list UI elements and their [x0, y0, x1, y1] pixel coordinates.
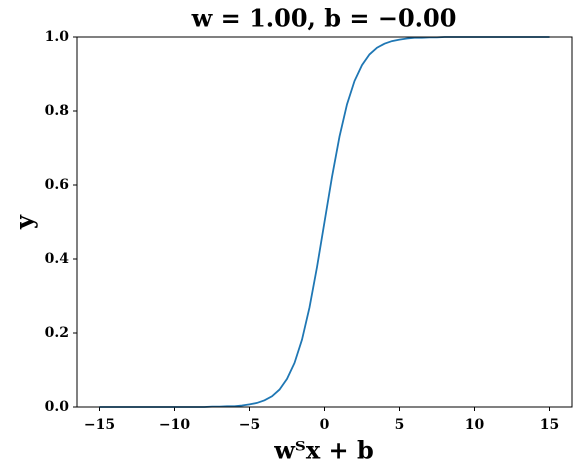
- y-tick-label: 0.0: [45, 399, 70, 415]
- x-tick-label: 15: [540, 417, 559, 433]
- y-tick-label: 0.8: [45, 103, 69, 119]
- y-tick-label: 0.6: [45, 177, 69, 193]
- x-tick-label: 0: [320, 417, 330, 433]
- y-tick-label: 0.2: [45, 325, 69, 341]
- plot-frame: [76, 36, 573, 408]
- y-axis-label: y: [10, 214, 39, 230]
- chart-title: w = 1.00, b = −0.00: [191, 4, 457, 33]
- y-tick-label: 1.0: [45, 29, 70, 45]
- x-axis-label: wᵀx + b: [273, 436, 373, 465]
- x-tick-label: 5: [395, 417, 405, 433]
- y-tick-label: 0.4: [45, 251, 70, 267]
- x-tick-label: −10: [159, 417, 190, 433]
- x-tick-label: −15: [84, 417, 115, 433]
- x-tick-label: −5: [239, 417, 260, 433]
- line: [99, 36, 550, 408]
- x-tick-label: 10: [465, 417, 485, 433]
